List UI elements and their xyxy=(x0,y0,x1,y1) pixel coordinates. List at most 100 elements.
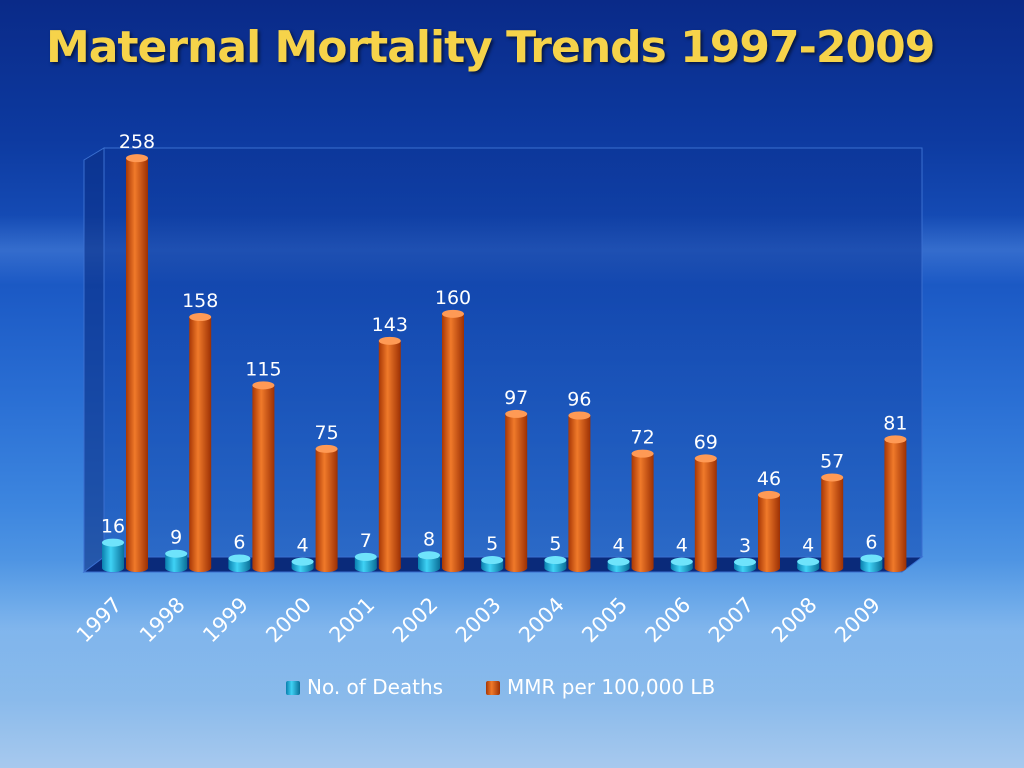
bar-deaths-2002-base xyxy=(418,564,440,572)
bar-mmr-1998-base xyxy=(189,564,212,572)
bar-mmr-2000-cap xyxy=(315,444,338,453)
bar-mmr-1998 xyxy=(189,313,212,572)
x-tick-2007: 2007 xyxy=(704,593,759,648)
bar-deaths-1999-body xyxy=(228,558,251,568)
bar-deaths-1997-cap xyxy=(102,538,124,547)
bar-deaths-2002-value-label: 8 xyxy=(423,528,435,550)
x-tick-2006: 2006 xyxy=(641,593,696,648)
bar-deaths-1998-cap xyxy=(165,549,188,558)
bar-deaths-1998-base xyxy=(165,564,188,572)
bar-deaths-2007 xyxy=(734,558,756,572)
bar-mmr-1997-value-label: 258 xyxy=(119,131,155,153)
bar-deaths-2006-base xyxy=(670,564,693,572)
bar-mmr-1998-cap xyxy=(189,313,212,322)
legend-swatch-deaths xyxy=(286,681,300,695)
bar-mmr-2009 xyxy=(884,435,907,572)
bar-series-group xyxy=(102,154,907,572)
bar-deaths-2005-base xyxy=(607,564,630,572)
x-tick-1997: 1997 xyxy=(72,593,127,648)
bar-mmr-2001 xyxy=(378,336,401,572)
x-tick-1998: 1998 xyxy=(135,593,190,648)
bar-deaths-2004-value-label: 5 xyxy=(549,533,561,555)
bar-deaths-2003-cap xyxy=(481,556,504,565)
bar-deaths-1997-base xyxy=(102,564,124,572)
bar-deaths-2000 xyxy=(291,557,314,572)
bar-mmr-1997-base xyxy=(126,564,148,572)
bar-mmr-2005 xyxy=(631,449,654,572)
bar-deaths-2005 xyxy=(607,557,630,572)
bar-deaths-2008-value-label: 4 xyxy=(802,535,814,557)
bar-mmr-2001-body xyxy=(378,340,401,568)
legend: No. of Deaths MMR per 100,000 LB xyxy=(286,675,715,699)
bar-deaths-1997 xyxy=(102,538,124,572)
bar-mmr-1999-value-label: 115 xyxy=(245,358,281,380)
bar-mmr-2004-body xyxy=(568,415,591,568)
data-label-group: 1625891586115475714381605975964724693464… xyxy=(101,131,908,557)
slide-title: Maternal Mortality Trends 1997-2009 xyxy=(46,22,935,73)
x-tick-2001: 2001 xyxy=(325,593,380,648)
x-tick-2002: 2002 xyxy=(388,593,443,648)
bar-deaths-2009-cap xyxy=(860,554,883,563)
bar-mmr-2006-body xyxy=(694,458,717,568)
bar-mmr-2007-base xyxy=(758,564,780,572)
bar-deaths-2004 xyxy=(544,556,567,572)
bar-deaths-2005-value-label: 4 xyxy=(613,535,625,557)
bar-mmr-2006-cap xyxy=(694,454,717,463)
bar-mmr-1999-cap xyxy=(252,381,275,390)
bar-deaths-2009-base xyxy=(860,564,883,572)
bar-mmr-1997-body xyxy=(126,158,148,568)
bar-deaths-2003 xyxy=(481,556,504,572)
bar-deaths-2008-base xyxy=(797,564,820,572)
x-axis-ticks: 1997 1998 1999 2000 2001 2002 2003 2004 2005 2006… xyxy=(72,593,885,648)
bar-deaths-2008 xyxy=(797,557,820,572)
bar-mmr-2004-base xyxy=(568,564,591,572)
bar-mmr-2001-cap xyxy=(378,336,401,345)
bar-mmr-2003 xyxy=(505,409,528,572)
bar-mmr-2004 xyxy=(568,411,591,572)
bar-deaths-2008-cap xyxy=(797,557,820,566)
bar-mmr-2008 xyxy=(821,473,844,572)
bar-mmr-1998-value-label: 158 xyxy=(182,290,218,312)
bar-deaths-1997-body xyxy=(102,542,124,568)
bar-deaths-2004-cap xyxy=(544,556,567,565)
x-tick-2003: 2003 xyxy=(451,593,506,648)
legend-label-mmr: MMR per 100,000 LB xyxy=(507,675,715,699)
bar-deaths-2009-value-label: 6 xyxy=(865,531,877,553)
bar-deaths-2001-value-label: 7 xyxy=(360,530,372,552)
bar-mmr-1998-body xyxy=(189,317,212,568)
bar-deaths-2003-base xyxy=(481,564,504,572)
bar-deaths-2005-cap xyxy=(607,557,630,566)
x-tick-2008: 2008 xyxy=(767,593,822,648)
bar-mmr-2002-base xyxy=(442,564,464,572)
bar-mmr-2004-value-label: 96 xyxy=(567,389,591,411)
bar-mmr-2009-base xyxy=(884,564,907,572)
bar-mmr-2009-cap xyxy=(884,435,907,444)
bar-mmr-1999-base xyxy=(252,564,275,572)
bar-mmr-1997-cap xyxy=(126,154,148,163)
bar-mmr-2003-body xyxy=(505,413,528,568)
bar-mmr-1999 xyxy=(252,381,275,572)
plot-side-wall xyxy=(83,147,105,573)
bar-mmr-2002-cap xyxy=(442,309,464,318)
bar-mmr-2002 xyxy=(442,309,464,572)
x-tick-1999: 1999 xyxy=(198,593,253,648)
bar-deaths-2007-value-label: 3 xyxy=(739,535,751,557)
bar-deaths-2009-body xyxy=(860,558,883,568)
bar-deaths-2006-value-label: 4 xyxy=(676,535,688,557)
bar-deaths-2001-cap xyxy=(354,552,377,561)
legend-swatch-mmr xyxy=(486,681,500,695)
bar-deaths-2000-value-label: 4 xyxy=(297,535,309,557)
bar-deaths-2002-cap xyxy=(418,551,440,560)
bar-deaths-1997-value-label: 16 xyxy=(101,516,125,538)
x-tick-2000: 2000 xyxy=(261,593,316,648)
bar-mmr-2009-value-label: 81 xyxy=(883,412,907,434)
bar-mmr-2007-cap xyxy=(758,490,780,499)
bar-mmr-2004-cap xyxy=(568,411,591,420)
bar-deaths-2003-value-label: 5 xyxy=(486,533,498,555)
bar-deaths-1999 xyxy=(228,554,251,572)
bar-deaths-1999-base xyxy=(228,564,251,572)
bar-mmr-2005-cap xyxy=(631,449,654,458)
bar-mmr-2005-body xyxy=(631,453,654,568)
bar-mmr-2008-cap xyxy=(821,473,844,482)
